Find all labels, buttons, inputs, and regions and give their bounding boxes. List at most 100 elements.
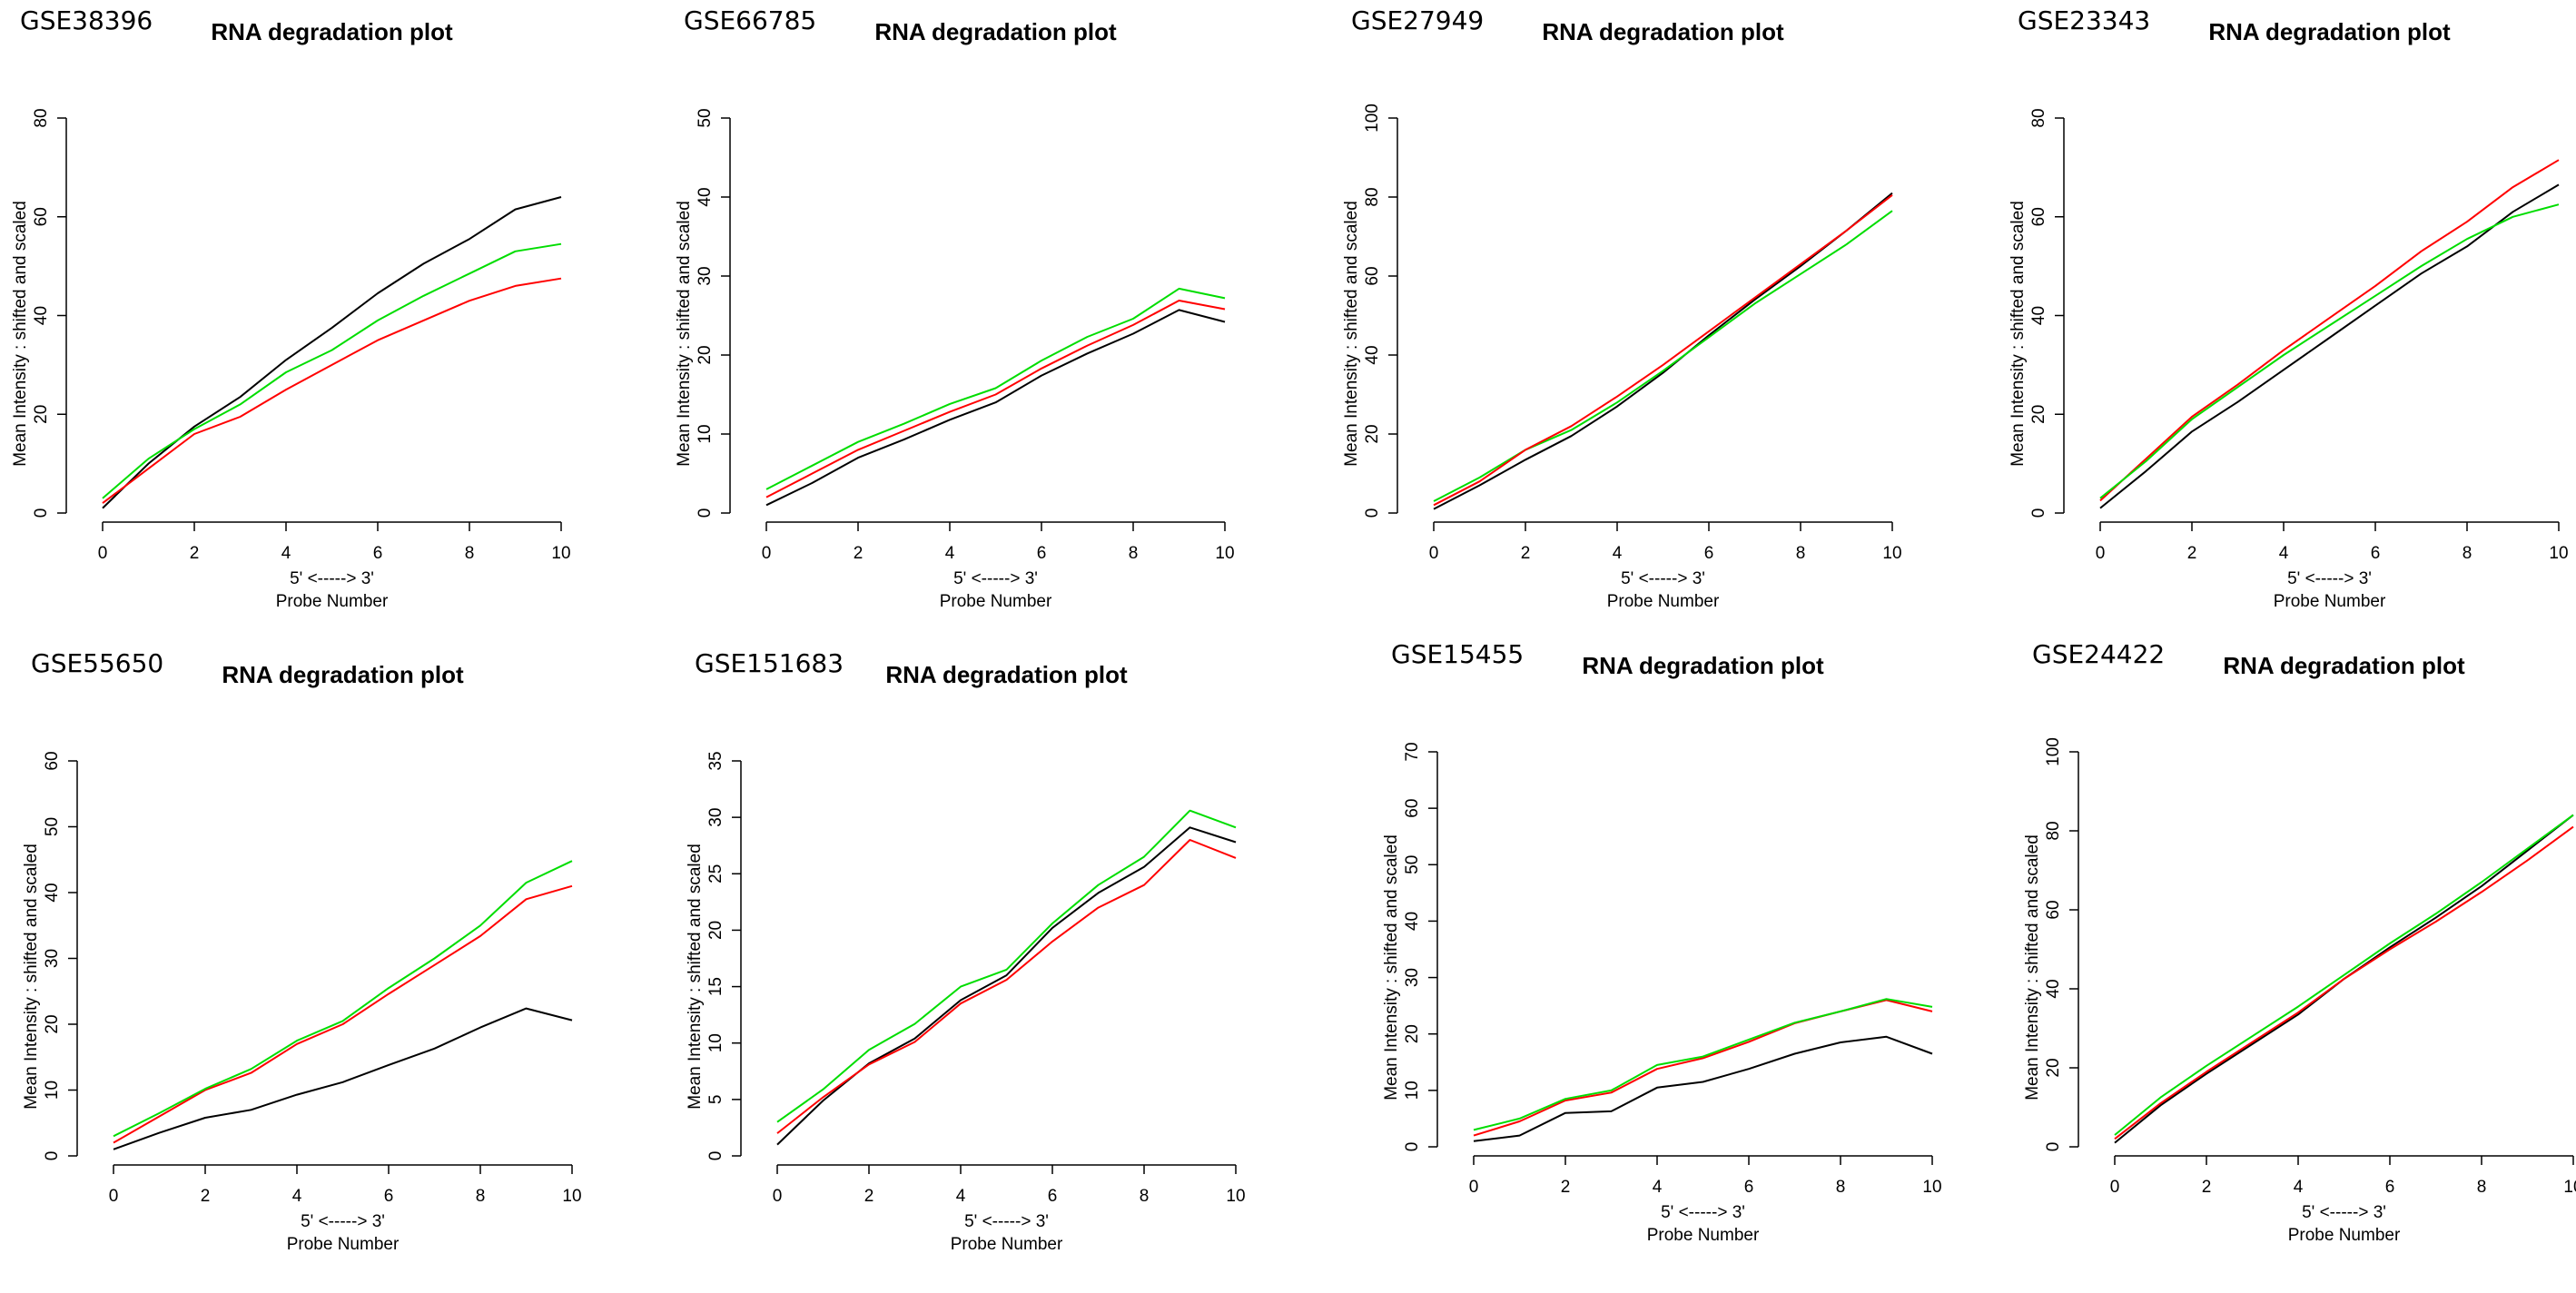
y-tick-label: 20 bbox=[43, 1014, 62, 1033]
y-axis-label: Mean Intensity : shifted and scaled bbox=[1382, 834, 1401, 1101]
x-tick-label: 8 bbox=[1796, 544, 1806, 563]
x-tick-label: 6 bbox=[384, 1187, 394, 1206]
series-line-green bbox=[765, 287, 1226, 490]
series-line-green bbox=[2099, 203, 2560, 499]
chart-panel-gse24422: GSE24422 RNA degradation plot 0 2 4 6 8 10 5' <… bbox=[2012, 634, 2576, 1280]
y-axis-label: Mean Intensity : shifted and scaled bbox=[11, 201, 30, 467]
x-tick-label: 4 bbox=[945, 544, 955, 563]
series-line-green bbox=[2114, 814, 2574, 1136]
y-tick-label: 40 bbox=[696, 187, 715, 206]
x-tick-label: 8 bbox=[1140, 1187, 1150, 1206]
x-tick-label: 2 bbox=[201, 1187, 211, 1206]
chart-panel-gse66785: GSE66785 RNA degradation plot 0 2 4 6 8 10 5' <… bbox=[664, 0, 1308, 646]
x-tick-label: 4 bbox=[2279, 544, 2289, 563]
y-tick-label: 10 bbox=[706, 1033, 725, 1052]
panel-label: GSE24422 bbox=[2032, 639, 2166, 669]
y-tick-label: 30 bbox=[706, 808, 725, 827]
x-tick-label: 2 bbox=[1521, 544, 1531, 563]
x-tick-label: 10 bbox=[551, 544, 570, 563]
x-tick-label: 10 bbox=[562, 1187, 581, 1206]
y-tick-label: 80 bbox=[2044, 821, 2063, 840]
x-tick-label: 6 bbox=[373, 544, 383, 563]
series-line-red bbox=[765, 300, 1226, 498]
chart-title: RNA degradation plot bbox=[1542, 18, 1784, 45]
x-tick-label: 0 bbox=[98, 544, 108, 563]
y-axis-label: Mean Intensity : shifted and scaled bbox=[1342, 201, 1361, 467]
y-tick-label: 0 bbox=[1403, 1142, 1422, 1152]
y-tick-label: 15 bbox=[706, 977, 725, 996]
series-line-red bbox=[776, 839, 1237, 1134]
y-tick-label: 0 bbox=[2044, 1142, 2063, 1152]
y-tick-label: 30 bbox=[696, 266, 715, 285]
x-tick-label: 0 bbox=[109, 1187, 119, 1206]
x-tick-label: 10 bbox=[2549, 544, 2568, 563]
x-tick-label: 6 bbox=[1048, 1187, 1058, 1206]
chart-panel-gse55650: GSE55650 RNA degradation plot 0 2 4 6 8 10 5' <… bbox=[11, 643, 655, 1289]
x-tick-label: 2 bbox=[2202, 1178, 2212, 1197]
chart-title: RNA degradation plot bbox=[211, 18, 453, 45]
chart-panel-gse38396: GSE38396 RNA degradation plot 0 2 4 6 8 10 5' <… bbox=[0, 0, 644, 646]
chart-title: RNA degradation plot bbox=[2208, 18, 2451, 45]
y-tick-label: 20 bbox=[2029, 405, 2048, 424]
x-tick-label: 2 bbox=[1561, 1178, 1571, 1197]
x-axis-label: Probe Number bbox=[1647, 1226, 1760, 1245]
x-tick-label: 2 bbox=[854, 544, 864, 563]
chart-panel-gse15455: GSE15455 RNA degradation plot 0 2 4 6 8 10 5' <… bbox=[1371, 634, 2015, 1280]
series-line-black bbox=[102, 196, 562, 509]
y-axis-label: Mean Intensity : shifted and scaled bbox=[686, 844, 705, 1110]
y-tick-label: 10 bbox=[696, 424, 715, 443]
y-axis-label: Mean Intensity : shifted and scaled bbox=[675, 201, 694, 467]
chart-gse23343: RNA degradation plot 0 2 4 6 8 10 5' <-----> 3'… bbox=[2008, 18, 2569, 611]
x-tick-label: 8 bbox=[465, 544, 475, 563]
y-tick-label: 80 bbox=[1363, 187, 1382, 206]
series-line-black bbox=[2099, 183, 2560, 509]
y-tick-label: 0 bbox=[2029, 508, 2048, 518]
y-tick-label: 40 bbox=[43, 883, 62, 902]
chart-title: RNA degradation plot bbox=[1582, 652, 1824, 679]
y-tick-label: 30 bbox=[1403, 968, 1422, 987]
x-tick-label: 6 bbox=[2385, 1178, 2395, 1197]
panel-label: GSE151683 bbox=[695, 648, 844, 678]
x-axis-label: Probe Number bbox=[2274, 592, 2386, 611]
y-tick-label: 0 bbox=[32, 508, 51, 518]
chart-gse24422: RNA degradation plot 0 2 4 6 8 10 5' <-----> 3'… bbox=[2023, 652, 2576, 1245]
y-tick-label: 60 bbox=[32, 207, 51, 226]
series-line-green bbox=[1433, 210, 1893, 502]
chart-title: RNA degradation plot bbox=[2223, 652, 2465, 679]
y-tick-label: 50 bbox=[696, 108, 715, 127]
y-tick-label: 20 bbox=[1363, 424, 1382, 443]
x-tick-label: 2 bbox=[2187, 544, 2197, 563]
x-tick-label: 10 bbox=[1922, 1178, 1941, 1197]
y-tick-label: 20 bbox=[2044, 1058, 2063, 1077]
y-tick-label: 60 bbox=[1403, 799, 1422, 818]
series-line-black bbox=[1433, 192, 1893, 510]
y-tick-label: 40 bbox=[32, 306, 51, 325]
y-tick-label: 100 bbox=[1363, 104, 1382, 133]
series-line-green bbox=[102, 242, 562, 499]
x-tick-label: 10 bbox=[1226, 1187, 1245, 1206]
y-axis-label: Mean Intensity : shifted and scaled bbox=[22, 844, 41, 1110]
series-line-red bbox=[2114, 825, 2574, 1140]
x-tick-label: 10 bbox=[1882, 544, 1901, 563]
x-tick-label: 8 bbox=[2477, 1178, 2487, 1197]
x-tick-label: 0 bbox=[773, 1187, 783, 1206]
x-tick-label: 2 bbox=[864, 1187, 874, 1206]
y-tick-label: 80 bbox=[32, 108, 51, 127]
x-tick-label: 2 bbox=[190, 544, 200, 563]
panel-label: GSE38396 bbox=[20, 5, 153, 35]
x-tick-label: 6 bbox=[1744, 1178, 1754, 1197]
x-tick-label: 4 bbox=[281, 544, 291, 563]
x-tick-label: 0 bbox=[2096, 544, 2106, 563]
chart-title: RNA degradation plot bbox=[222, 661, 464, 688]
chart-gse15455: RNA degradation plot 0 2 4 6 8 10 5' <-----> 3'… bbox=[1382, 652, 1942, 1245]
y-tick-label: 10 bbox=[43, 1081, 62, 1100]
y-tick-label: 60 bbox=[43, 751, 62, 770]
x-tick-label: 6 bbox=[1037, 544, 1047, 563]
x-tick-label: 10 bbox=[1215, 544, 1234, 563]
panel-label: GSE23343 bbox=[2018, 5, 2151, 35]
x-tick-label: 4 bbox=[956, 1187, 966, 1206]
chart-gse151683: RNA degradation plot 0 2 4 6 8 10 5' <-----> 3'… bbox=[686, 661, 1246, 1254]
x-tick-label: 0 bbox=[2110, 1178, 2120, 1197]
x-axis-sublabel: 5' <-----> 3' bbox=[2287, 569, 2372, 588]
x-axis-sublabel: 5' <-----> 3' bbox=[1621, 569, 1705, 588]
